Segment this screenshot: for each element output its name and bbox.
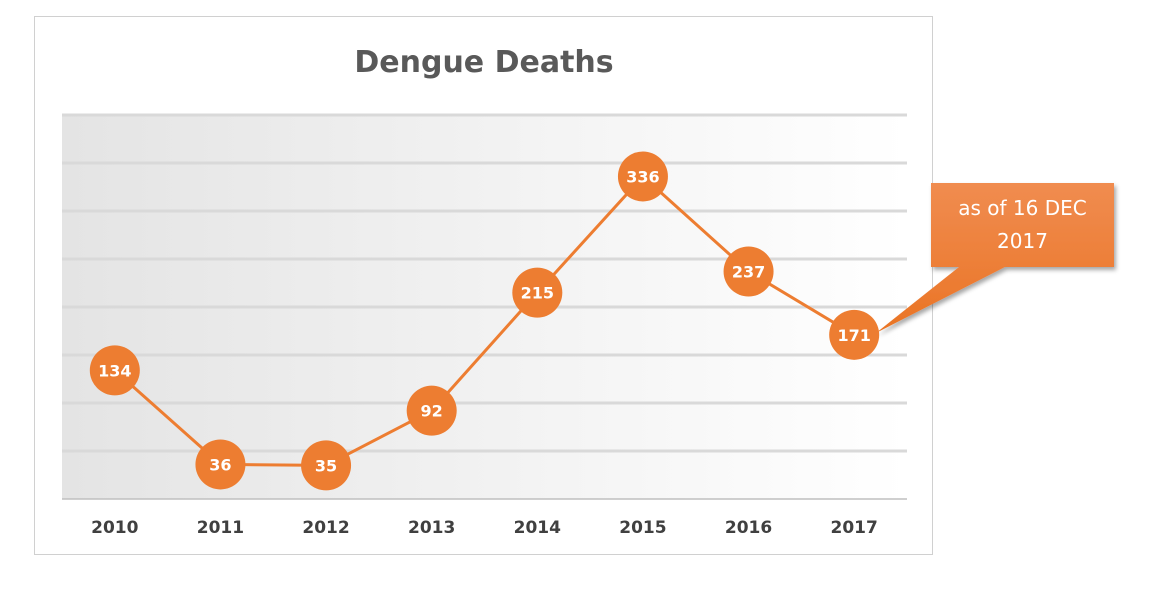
data-label-2013: 92 (421, 402, 443, 421)
data-point-2016 (723, 246, 774, 297)
data-point-2017 (829, 309, 880, 360)
data-point-2011 (195, 439, 246, 490)
callout-box (876, 183, 1114, 333)
x-tick-labels: 2010 2011 2012 2013 2014 2015 2016 2017 (91, 518, 878, 538)
data-point-2014 (512, 267, 563, 318)
data-labels: 134 36 35 92 215 336 237 171 (98, 167, 871, 475)
data-point-2010 (89, 345, 140, 396)
gridlines (62, 113, 907, 453)
callout-line-1: as of 16 DEC (958, 196, 1086, 220)
data-label-2016: 237 (732, 262, 765, 281)
x-tick-label-2012: 2012 (302, 518, 349, 538)
data-point-2012 (301, 440, 352, 491)
data-label-2014: 215 (521, 284, 554, 303)
data-point-2013 (406, 385, 457, 436)
data-markers (89, 151, 880, 491)
x-tick-label-2015: 2015 (619, 518, 666, 538)
data-point-2015 (617, 151, 668, 202)
data-label-2017: 171 (837, 326, 870, 345)
x-tick-label-2013: 2013 (408, 518, 455, 538)
x-tick-label-2011: 2011 (197, 518, 244, 538)
data-label-2015: 336 (626, 167, 659, 186)
data-label-2012: 35 (315, 456, 337, 475)
x-tick-label-2016: 2016 (725, 518, 772, 538)
x-tick-label-2010: 2010 (91, 518, 138, 538)
chart-title: Dengue Deaths (354, 45, 613, 80)
data-label-2011: 36 (209, 455, 231, 474)
annotation-callout: as of 16 DEC 2017 (876, 183, 1114, 333)
data-label-2010: 134 (98, 361, 131, 380)
x-tick-label-2014: 2014 (514, 518, 561, 538)
x-tick-label-2017: 2017 (831, 518, 878, 538)
callout-line-2: 2017 (997, 229, 1048, 253)
